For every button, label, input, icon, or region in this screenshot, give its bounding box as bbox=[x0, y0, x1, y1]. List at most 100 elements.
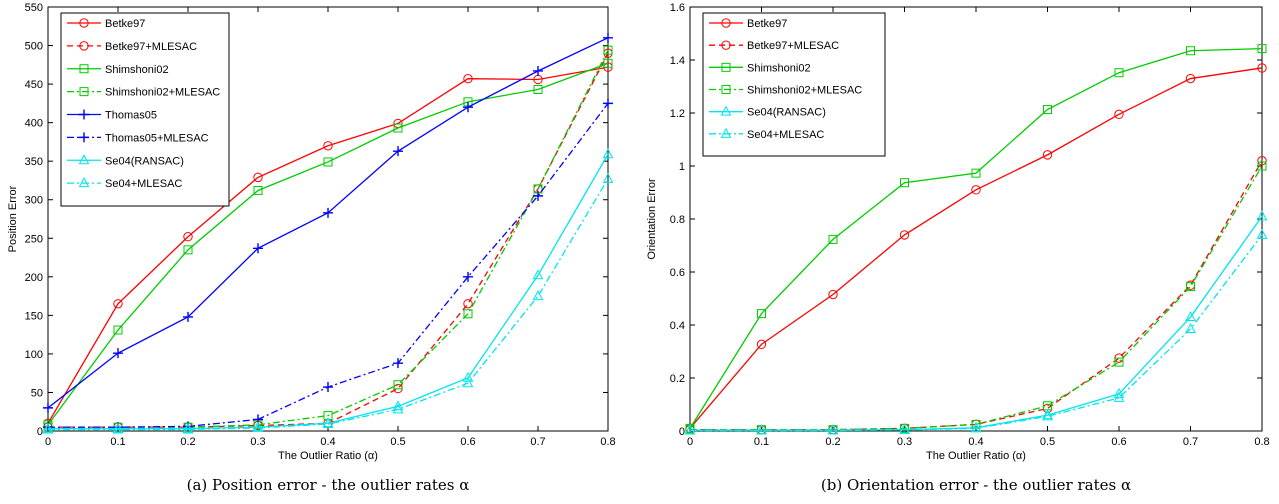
figure-caption: (a) Position error - the outlier rates α bbox=[187, 476, 470, 494]
legend-marker bbox=[78, 154, 90, 165]
series-se04-mlesac bbox=[42, 172, 614, 434]
data-point bbox=[757, 309, 766, 319]
y-axis-label: Orientation Error bbox=[646, 178, 658, 260]
data-point bbox=[1257, 156, 1267, 166]
series-thomas05 bbox=[43, 32, 613, 413]
data-point bbox=[1114, 109, 1124, 120]
y-tick-label: 450 bbox=[25, 79, 43, 91]
legend-marker bbox=[79, 41, 89, 51]
data-point bbox=[323, 207, 333, 218]
data-point bbox=[323, 157, 333, 167]
legend-marker bbox=[78, 177, 90, 188]
data-point bbox=[970, 422, 982, 433]
data-point bbox=[828, 289, 838, 300]
legend-entry: Thomas05+MLESAC bbox=[67, 132, 209, 144]
data-point bbox=[392, 403, 404, 414]
legend-box bbox=[60, 12, 230, 207]
data-point bbox=[393, 380, 403, 390]
data-point bbox=[971, 185, 981, 195]
series-line bbox=[48, 153, 609, 430]
legend-label: Shimshoni02+MLESAC bbox=[105, 87, 220, 99]
legend-marker bbox=[720, 127, 732, 138]
x-tick-label: 0 bbox=[687, 436, 693, 448]
x-tick-label: 0.1 bbox=[754, 436, 769, 448]
legend-entry: Betke97 bbox=[67, 18, 145, 30]
legend-label: Thomas05+MLESAC bbox=[105, 132, 209, 144]
data-point bbox=[899, 230, 910, 240]
x-axis: 0 0.1 0.2 0.3 0.4 0.5 0.6 0.7 0.8 bbox=[687, 7, 1270, 448]
y-tick-label: 0 bbox=[679, 426, 685, 438]
data-point bbox=[533, 84, 543, 94]
legend-entry: Se04(RANSAC) bbox=[709, 105, 826, 119]
data-point bbox=[900, 178, 909, 188]
x-tick-label: 0 bbox=[45, 436, 51, 448]
data-point bbox=[1042, 410, 1053, 421]
data-point bbox=[253, 243, 263, 254]
y-tick-label: 100 bbox=[25, 349, 43, 361]
legend-entry: Shimshoni02+MLESAC bbox=[709, 85, 862, 97]
y-tick-label: 0.6 bbox=[670, 267, 685, 279]
data-point bbox=[253, 172, 263, 183]
data-point bbox=[463, 73, 473, 84]
data-point bbox=[113, 348, 123, 359]
legend-entry: Shimshoni02 bbox=[709, 62, 811, 74]
data-point bbox=[603, 45, 613, 55]
data-point bbox=[1185, 310, 1196, 322]
y-tick-label: 0.8 bbox=[670, 214, 685, 226]
data-point bbox=[1185, 322, 1196, 333]
data-point bbox=[827, 424, 839, 435]
data-point bbox=[1185, 73, 1196, 84]
series-line bbox=[47, 62, 609, 426]
legend-label: Betke97+MLESAC bbox=[105, 41, 197, 53]
legend-label: Betke97+MLESAC bbox=[747, 40, 839, 52]
data-point bbox=[393, 146, 403, 157]
data-point bbox=[602, 148, 614, 159]
y-tick-label: 1.2 bbox=[670, 108, 685, 120]
data-point bbox=[532, 290, 544, 301]
legend-entry: Betke97+MLESAC bbox=[709, 40, 839, 52]
data-point bbox=[252, 421, 264, 432]
series-line bbox=[690, 234, 1263, 432]
data-point bbox=[684, 424, 696, 435]
y-tick-label: 0 bbox=[37, 426, 43, 438]
y-tick-label: 1 bbox=[679, 161, 685, 173]
data-point bbox=[603, 32, 613, 43]
data-point bbox=[183, 232, 193, 242]
y-axis: 0 0.2 0.4 0.6 0.8 1 1.2 1.4 1.6 bbox=[670, 2, 1262, 438]
y-tick-label: 150 bbox=[25, 310, 43, 322]
y-tick-label: 0.4 bbox=[670, 320, 685, 332]
data-point bbox=[463, 102, 473, 113]
y-tick-label: 300 bbox=[25, 195, 43, 207]
y-tick-label: 200 bbox=[25, 272, 43, 284]
series-shimshoni02 bbox=[685, 44, 1267, 433]
legend: Betke97 Betke97+MLESAC Shimshoni02 Shimshon… bbox=[60, 12, 230, 207]
x-tick-label: 0.3 bbox=[897, 436, 912, 448]
legend-label: Se04(RANSAC) bbox=[747, 107, 826, 119]
legend-label: Betke97 bbox=[747, 18, 787, 30]
x-tick-label: 0.5 bbox=[390, 436, 405, 448]
x-tick-label: 0.4 bbox=[968, 436, 983, 448]
data-point bbox=[1114, 68, 1124, 78]
x-axis-label: The Outlier Ratio (α) bbox=[278, 450, 378, 462]
legend-entry: Se04+MLESAC bbox=[709, 127, 824, 141]
data-point bbox=[1256, 228, 1268, 239]
legend-box bbox=[702, 12, 886, 157]
series-line bbox=[48, 178, 609, 431]
data-point bbox=[971, 168, 981, 178]
data-point bbox=[899, 423, 910, 434]
legend-marker bbox=[721, 62, 731, 72]
data-point bbox=[1114, 357, 1124, 367]
y-tick-label: 500 bbox=[25, 41, 43, 53]
y-tick-label: 50 bbox=[31, 387, 43, 399]
x-tick-label: 0.6 bbox=[460, 436, 475, 448]
data-point bbox=[463, 309, 473, 319]
data-point bbox=[462, 371, 474, 382]
data-point bbox=[828, 234, 838, 244]
data-point bbox=[603, 58, 613, 68]
data-point bbox=[393, 123, 403, 133]
legend-marker bbox=[721, 40, 731, 50]
legend-entry: Betke97+MLESAC bbox=[67, 41, 197, 53]
series-se04-mlesac bbox=[684, 228, 1268, 435]
series-line bbox=[689, 47, 1263, 429]
data-point bbox=[42, 423, 54, 434]
